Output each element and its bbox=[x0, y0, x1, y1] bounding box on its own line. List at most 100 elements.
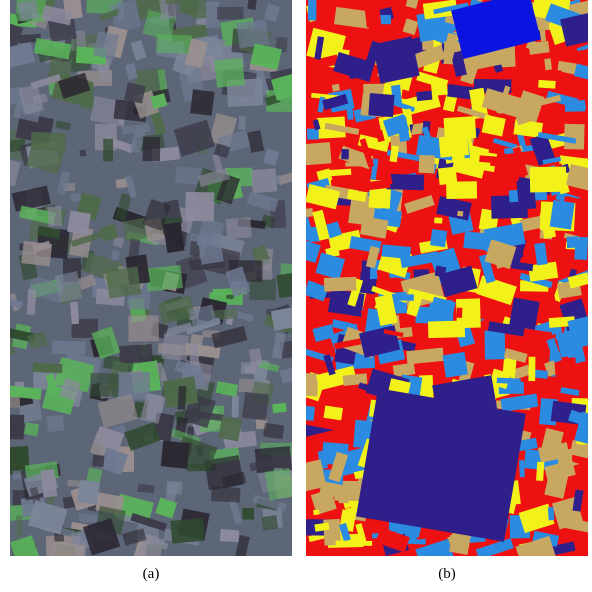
land-patch bbox=[170, 518, 204, 543]
land-patch bbox=[128, 315, 159, 341]
land-patch bbox=[24, 422, 39, 436]
class-patch bbox=[428, 320, 465, 338]
land-patch bbox=[146, 265, 183, 292]
class-patch bbox=[530, 167, 567, 193]
class-patch bbox=[538, 80, 556, 89]
class-patch bbox=[550, 200, 575, 230]
land-patch bbox=[161, 441, 190, 469]
land-patch bbox=[67, 211, 91, 235]
class-patch bbox=[484, 330, 505, 359]
land-patch bbox=[52, 340, 86, 355]
class-patch bbox=[558, 450, 573, 467]
land-patch bbox=[190, 89, 214, 116]
land-patch bbox=[271, 307, 292, 331]
land-patch bbox=[272, 403, 287, 413]
land-patch bbox=[178, 386, 187, 410]
land-patch bbox=[27, 289, 37, 315]
classification-map bbox=[306, 0, 588, 556]
land-patch bbox=[143, 137, 161, 161]
land-patch bbox=[46, 415, 64, 432]
class-patch bbox=[442, 352, 467, 378]
class-patch bbox=[528, 357, 535, 381]
class-patch bbox=[387, 174, 425, 190]
class-patch bbox=[306, 406, 315, 421]
land-patch bbox=[138, 484, 155, 493]
land-patch bbox=[162, 333, 190, 360]
class-patch bbox=[565, 100, 585, 112]
land-patch bbox=[217, 7, 244, 20]
land-patch bbox=[236, 20, 269, 49]
class-patch bbox=[519, 460, 525, 477]
land-patch bbox=[21, 241, 52, 266]
class-patch bbox=[336, 541, 372, 546]
class-patch bbox=[544, 58, 552, 70]
land-patch bbox=[263, 423, 284, 439]
class-region bbox=[432, 375, 500, 434]
land-patch bbox=[79, 150, 86, 157]
caption: (b) bbox=[417, 566, 477, 583]
class-patch bbox=[456, 308, 462, 318]
land-patch bbox=[165, 0, 193, 5]
class-patch bbox=[324, 277, 357, 292]
land-patch bbox=[47, 206, 62, 227]
class-patch bbox=[313, 509, 320, 515]
land-patch bbox=[77, 480, 100, 504]
class-patch bbox=[364, 0, 382, 28]
class-patch bbox=[323, 406, 342, 421]
land-patch bbox=[119, 344, 153, 364]
land-patch bbox=[265, 468, 292, 501]
class-patch bbox=[368, 93, 394, 117]
land-patch bbox=[90, 373, 119, 397]
class-patch bbox=[419, 155, 435, 173]
land-patch bbox=[33, 363, 63, 373]
land-patch bbox=[238, 116, 245, 130]
class-patch bbox=[306, 208, 313, 217]
class-patch bbox=[341, 149, 349, 159]
land-patch bbox=[117, 372, 150, 400]
class-patch bbox=[529, 41, 550, 55]
land-patch bbox=[106, 266, 142, 298]
class-patch bbox=[308, 0, 316, 20]
land-patch bbox=[185, 192, 214, 221]
land-patch bbox=[242, 392, 269, 421]
caption: (a) bbox=[121, 566, 181, 583]
class-patch bbox=[434, 217, 442, 223]
class-patch bbox=[446, 181, 477, 199]
class-patch bbox=[564, 124, 585, 150]
land-patch bbox=[226, 217, 252, 239]
class-patch bbox=[463, 231, 491, 250]
class-patch bbox=[391, 294, 414, 301]
satellite-image bbox=[10, 0, 292, 556]
land-patch bbox=[262, 515, 279, 530]
class-patch bbox=[306, 142, 331, 166]
land-patch bbox=[156, 34, 192, 54]
class-patch bbox=[307, 128, 319, 139]
class-region bbox=[372, 36, 419, 83]
class-patch bbox=[430, 229, 447, 247]
class-patch bbox=[536, 462, 544, 481]
land-patch bbox=[16, 515, 23, 537]
land-patch bbox=[220, 529, 239, 542]
figure: (a) (b) bbox=[0, 0, 592, 592]
class-patch bbox=[457, 211, 463, 217]
land-patch bbox=[18, 0, 39, 20]
class-patch bbox=[332, 84, 340, 92]
class-patch bbox=[347, 108, 354, 120]
land-patch bbox=[218, 416, 242, 441]
land-patch bbox=[92, 455, 104, 468]
class-patch bbox=[353, 28, 361, 36]
class-patch bbox=[416, 91, 432, 101]
land-patch bbox=[242, 508, 254, 520]
land-patch bbox=[247, 0, 257, 10]
land-patch bbox=[244, 366, 256, 373]
class-patch bbox=[435, 266, 447, 278]
class-patch bbox=[548, 507, 555, 520]
land-patch bbox=[232, 396, 239, 418]
land-patch bbox=[197, 232, 224, 265]
land-patch bbox=[117, 1, 124, 21]
land-patch bbox=[124, 82, 146, 103]
class-patch bbox=[566, 236, 578, 248]
class-patch bbox=[439, 135, 469, 158]
land-patch bbox=[103, 139, 113, 162]
class-patch bbox=[497, 378, 521, 384]
